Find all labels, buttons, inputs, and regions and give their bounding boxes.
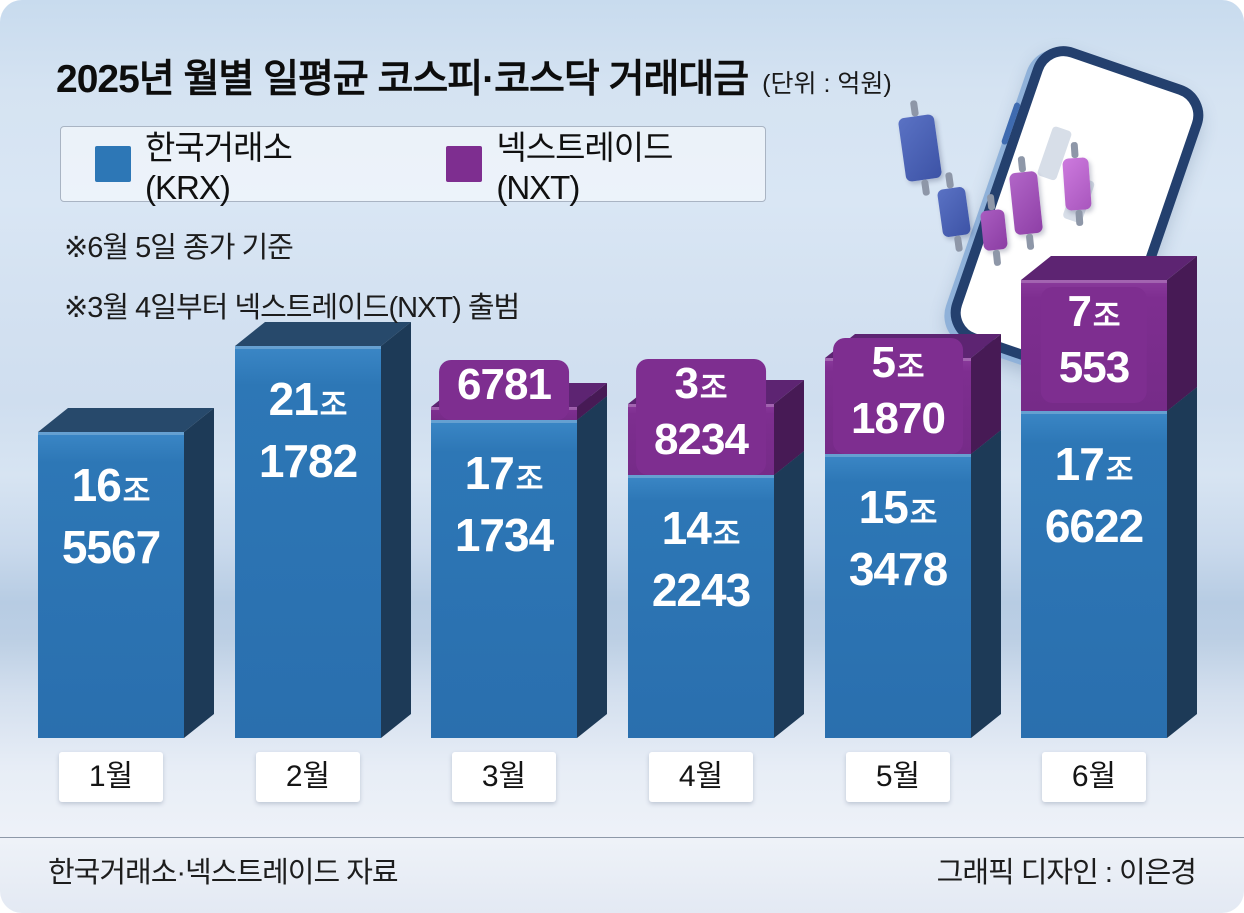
nxt-bar: 6781 [431,360,607,420]
unit-note: (단위 : 억원) [762,70,892,98]
note-nxt-launch: ※3월 4일부터 넥스트레이드(NXT) 출범 [64,292,520,324]
bar-front-face: 17조 6622 [1021,411,1167,738]
month-label: 6월 [1042,752,1146,802]
krx-value-label: 15조 3478 [848,481,948,595]
bar-top-face [235,322,411,346]
nxt-bar: 5조 1870 [825,334,1001,454]
data-source: 한국거래소·넥스트레이드 자료 [48,857,399,889]
bar-side-face [1167,387,1197,738]
nxt-bar: 7조 553 [1021,256,1197,411]
month-label: 3월 [452,752,556,802]
krx-color-swatch [95,146,131,182]
krx-bar: 17조 1734 [431,396,607,738]
bar-side-face [577,396,607,738]
bar-top-face [38,408,214,432]
month-label: 1월 [59,752,163,802]
legend: 한국거래소(KRX) 넥스트레이드(NXT) [60,126,766,206]
legend-item-krx: 한국거래소(KRX) [95,121,354,207]
bar-front-face: 21조 1782 [235,346,381,738]
krx-bar: 16조 5567 [38,408,214,738]
nxt-legend-label: 넥스트레이드(NXT) [496,129,673,206]
bar-side-face [774,451,804,738]
krx-value-label: 17조 1734 [454,447,554,561]
bar-front-face: 14조 2243 [628,475,774,738]
krx-value-label: 14조 2243 [651,502,751,616]
bar-side-face [184,408,214,738]
month-label: 2월 [256,752,360,802]
bar-front-face: 17조 1734 [431,420,577,738]
krx-value-label: 16조 5567 [61,459,161,573]
nxt-value-badge: 3조 8234 [636,359,766,475]
nxt-value-badge: 7조 553 [1040,287,1148,403]
nxt-value-badge: 6781 [439,360,569,420]
note-closing-price: ※6월 5일 종가 기준 [64,232,294,264]
nxt-value-badge: 5조 1870 [833,338,963,454]
bar-side-face [381,322,411,738]
footnotes: ※6월 5일 종가 기준 ※3월 4일부터 넥스트레이드(NXT) 출범 [64,224,520,344]
bar-top-face [1021,256,1197,280]
month-label: 5월 [846,752,950,802]
footer: 한국거래소·넥스트레이드 자료 그래픽 디자인 : 이은경 [48,849,1197,891]
month-label: 4월 [649,752,753,802]
legend-item-nxt: 넥스트레이드(NXT) [446,121,731,207]
krx-bar: 15조 3478 [825,430,1001,738]
krx-bar: 14조 2243 [628,451,804,738]
design-credit: 그래픽 디자인 : 이은경 [936,857,1197,889]
bar-side-face [1167,256,1197,411]
footer-divider [0,837,1244,838]
bar-front-face: 15조 3478 [825,454,971,738]
krx-legend-label: 한국거래소(KRX) [145,129,293,206]
krx-value-label: 21조 1782 [258,373,358,487]
krx-bar: 17조 6622 [1021,387,1197,738]
krx-value-label: 17조 6622 [1044,438,1144,552]
krx-bar: 21조 1782 [235,322,411,738]
bar-side-face [971,334,1001,454]
nxt-bar: 3조 8234 [628,359,804,475]
page-title: 2025년 월별 일평균 코스피·코스닥 거래대금 [56,58,749,101]
title-row: 2025년 월별 일평균 코스피·코스닥 거래대금 (단위 : 억원) [56,48,892,104]
bar-side-face [971,430,1001,738]
nxt-color-swatch [446,146,483,182]
bar-front-face: 16조 5567 [38,432,184,738]
